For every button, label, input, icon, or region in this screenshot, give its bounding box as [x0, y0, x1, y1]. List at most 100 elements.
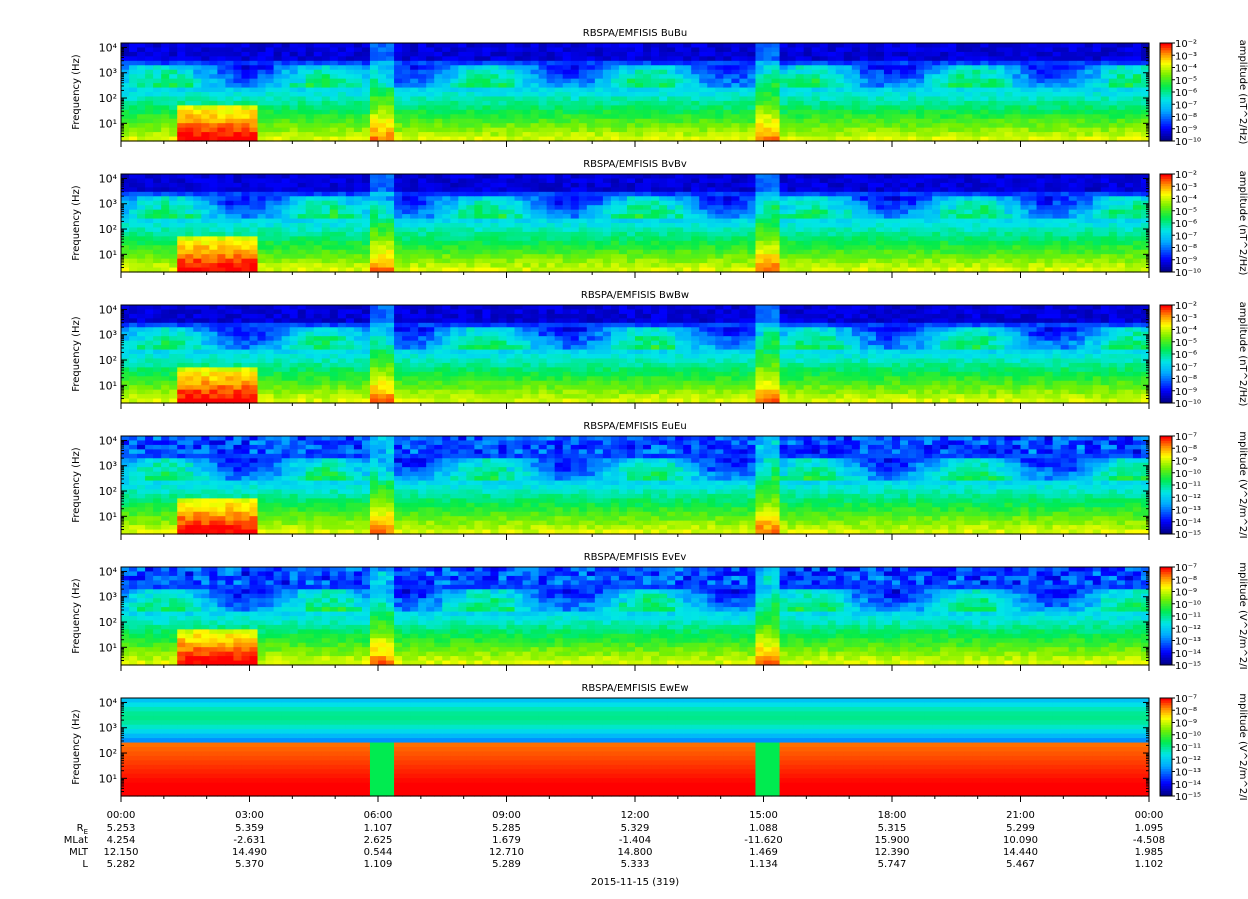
colorbar: 10⁻²10⁻³ 10⁻⁴10⁻⁵10⁻⁶10⁻⁷ 10⁻⁸10⁻⁹10⁻¹⁰ amp… — [1159, 301, 1248, 410]
y-tick-label: 10³ — [99, 67, 117, 80]
ephemeris-value: 15.900 — [875, 835, 910, 846]
colorbar-tick-label: 10⁻¹⁴ — [1175, 780, 1201, 791]
colorbar-label: mplitude (V^2/m^2/I — [1237, 562, 1248, 669]
y-axis: 10¹ 10² 10³ 10⁴ — [99, 303, 1149, 404]
ephemeris-value: 1.088 — [749, 823, 778, 834]
ephemeris-value: 1.469 — [749, 847, 778, 858]
ephemeris-value: 12.150 — [104, 847, 139, 858]
colorbar-tick-label: 10⁻⁹ — [1175, 588, 1197, 599]
ephemeris-value: 5.359 — [235, 823, 264, 834]
colorbar-tick-label: 10⁻¹³ — [1175, 768, 1201, 779]
y-tick-label: 10² — [99, 747, 117, 760]
time-tick-label: 15:00 — [749, 810, 778, 821]
colorbar-label: amplitude (nT^2/Hz) — [1237, 40, 1248, 145]
y-axis-label: Frequency (Hz) — [71, 316, 82, 392]
colorbar-tick-label: 10⁻⁷ — [1175, 362, 1197, 373]
colorbar-label: amplitude (nT^2/Hz) — [1237, 171, 1248, 276]
colorbar-tick-label: 10⁻⁵ — [1175, 338, 1197, 349]
panel-title: RBSPA/EMFISIS EuEu — [583, 421, 686, 432]
colorbar-tick-label: 10⁻⁶ — [1175, 219, 1197, 230]
colorbar-tick-label: 10⁻¹¹ — [1175, 743, 1201, 754]
ephemeris-value: 1.102 — [1135, 859, 1164, 870]
colorbar-tick-label: 10⁻⁴ — [1175, 195, 1197, 206]
time-tick-label: 00:00 — [1135, 810, 1164, 821]
ephemeris-value: 5.285 — [492, 823, 521, 834]
colorbar-tick-label: 10⁻⁹ — [1175, 125, 1197, 136]
ephemeris-value: -1.404 — [619, 835, 651, 846]
ephemeris-row-label: RE — [77, 823, 88, 836]
ephemeris-value: 14.800 — [618, 847, 653, 858]
colorbar-label: mplitude (V^2/m^2/I — [1237, 431, 1248, 538]
y-axis: 10¹ 10² 10³ 10⁴ — [99, 696, 1149, 797]
y-axis-label: Frequency (Hz) — [71, 709, 82, 785]
colorbar-tick-label: 10⁻³ — [1175, 313, 1197, 324]
y-tick-label: 10⁴ — [99, 41, 118, 54]
colorbar-tick-label: 10⁻¹⁰ — [1175, 399, 1201, 410]
y-axis-label: Frequency (Hz) — [71, 54, 82, 130]
colorbar-tick-label: 10⁻⁷ — [1175, 694, 1197, 705]
y-tick-label: 10³ — [99, 722, 117, 735]
colorbar-tick-label: 10⁻¹¹ — [1175, 612, 1201, 623]
spectrogram-image — [121, 43, 1150, 142]
y-tick-label: 10⁴ — [99, 434, 118, 447]
colorbar-tick-label: 10⁻⁷ — [1175, 563, 1197, 574]
spectrogram-image — [121, 305, 1150, 404]
colorbar-label: amplitude (nT^2/Hz) — [1237, 302, 1248, 407]
colorbar-tick-label: 10⁻⁵ — [1175, 76, 1197, 87]
colorbar-tick-label: 10⁻¹² — [1175, 493, 1201, 504]
y-axis-label: Frequency (Hz) — [71, 578, 82, 654]
colorbar-tick-label: 10⁻⁴ — [1175, 64, 1197, 75]
panel-3: RBSPA/EMFISIS BwBw 10¹ 10² 10³ 10⁴ Frequency … — [71, 290, 1248, 410]
y-tick-label: 10¹ — [99, 117, 117, 130]
y-tick-label: 10³ — [99, 460, 117, 473]
spectrogram-image — [121, 698, 1150, 797]
colorbar-tick-label: 10⁻¹⁰ — [1175, 731, 1201, 742]
colorbar-tick-label: 10⁻¹⁴ — [1175, 518, 1201, 529]
ephemeris-value: 5.333 — [621, 859, 650, 870]
time-tick-label: 00:00 — [107, 810, 136, 821]
colorbar-label: mplitude (V^2/m^2/I — [1237, 693, 1248, 800]
y-tick-label: 10³ — [99, 329, 117, 342]
y-tick-label: 10² — [99, 616, 117, 629]
colorbar-tick-label: 10⁻⁹ — [1175, 387, 1197, 398]
colorbar-tick-label: 10⁻¹² — [1175, 624, 1201, 635]
ephemeris-value: 1.109 — [364, 859, 393, 870]
colorbar-tick-label: 10⁻¹⁵ — [1175, 530, 1201, 541]
colorbar-tick-label: 10⁻⁹ — [1175, 719, 1197, 730]
y-tick-label: 10⁴ — [99, 303, 118, 316]
ephemeris-value: 1.107 — [364, 823, 393, 834]
time-tick-label: 12:00 — [621, 810, 650, 821]
colorbar-tick-label: 10⁻⁷ — [1175, 100, 1197, 111]
ephemeris-value: 5.315 — [878, 823, 907, 834]
panel-title: RBSPA/EMFISIS EvEv — [584, 552, 687, 563]
colorbar-tick-label: 10⁻⁸ — [1175, 113, 1197, 124]
y-axis: 10¹ 10² 10³ 10⁴ — [99, 172, 1149, 273]
ephemeris-value: 5.299 — [1006, 823, 1035, 834]
y-tick-label: 10² — [99, 92, 117, 105]
ephemeris-value: 12.390 — [875, 847, 910, 858]
ephemeris-value: 5.282 — [107, 859, 136, 870]
y-axis-label: Frequency (Hz) — [71, 185, 82, 261]
colorbar-tick-label: 10⁻¹³ — [1175, 637, 1201, 648]
colorbar-tick-label: 10⁻¹⁵ — [1175, 661, 1201, 672]
colorbar-tick-label: 10⁻² — [1175, 170, 1197, 181]
spectrogram-image — [121, 174, 1150, 273]
colorbar-tick-label: 10⁻⁸ — [1175, 375, 1197, 386]
ephemeris-value: 10.090 — [1003, 835, 1038, 846]
colorbar-tick-label: 10⁻¹⁵ — [1175, 792, 1201, 803]
y-tick-label: 10³ — [99, 591, 117, 604]
y-tick-label: 10¹ — [99, 772, 117, 785]
colorbar-tick-label: 10⁻¹² — [1175, 755, 1201, 766]
panel-4: RBSPA/EMFISIS EuEu 10¹ 10² 10³ 10⁴ Frequency … — [71, 421, 1248, 541]
ephemeris-value: 14.490 — [232, 847, 267, 858]
colorbar: 10⁻²10⁻³ 10⁻⁴10⁻⁵10⁻⁶10⁻⁷ 10⁻⁸10⁻⁹10⁻¹⁰ amp… — [1159, 39, 1248, 148]
colorbar-tick-label: 10⁻⁷ — [1175, 231, 1197, 242]
y-tick-label: 10² — [99, 485, 117, 498]
y-tick-label: 10² — [99, 223, 117, 236]
ephemeris-value: 5.253 — [107, 823, 136, 834]
ephemeris-value: 0.544 — [364, 847, 393, 858]
y-tick-label: 10³ — [99, 198, 117, 211]
